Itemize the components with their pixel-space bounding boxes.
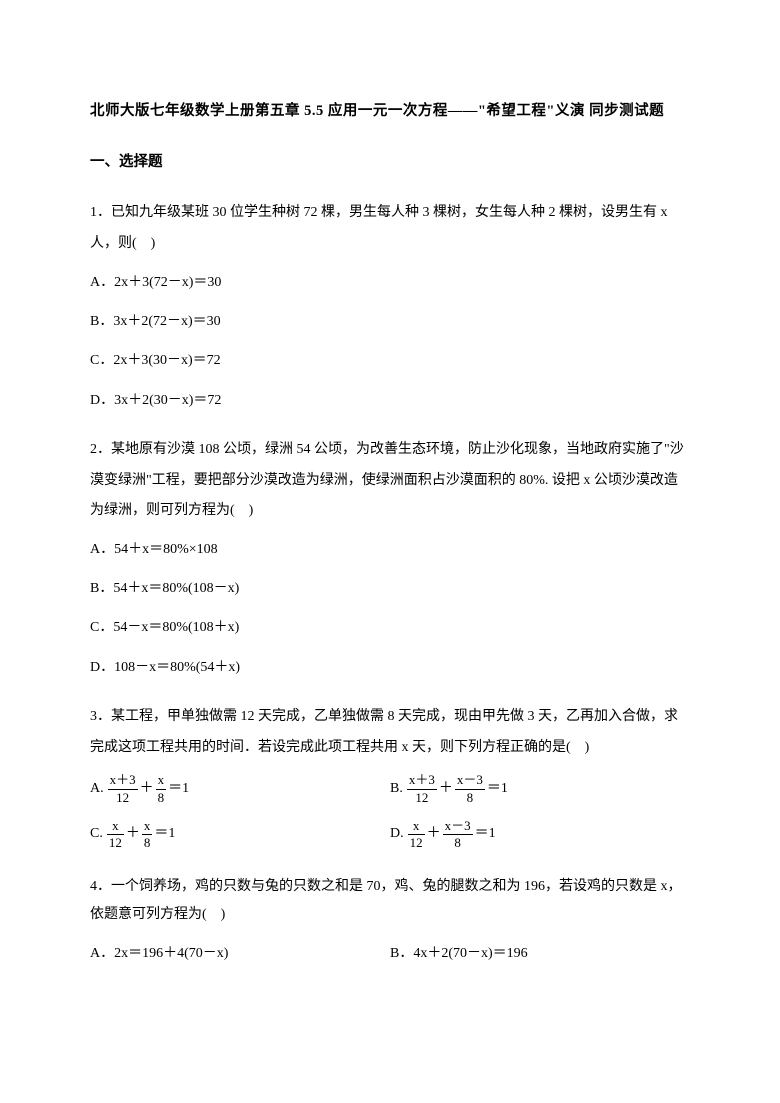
q1-option-d: D．3x＋2(30－x)＝72 xyxy=(90,388,690,413)
plus-sign: ＋ xyxy=(126,819,140,850)
question-4: 4．一个饲养场，鸡的只数与兔的只数之和是 70，鸡、兔的腿数之和为 196，若设… xyxy=(90,873,690,970)
q3a-label: A. xyxy=(90,774,104,805)
q3b-frac1: x＋3 12 xyxy=(407,773,437,805)
q3b-frac2: x－3 8 xyxy=(455,773,485,805)
q3-text: 3．某工程，甲单独做需 12 天完成，乙单独做需 8 天完成，现由甲先做 3 天… xyxy=(90,702,690,764)
q3-option-c: C. x 12 ＋ x 8 ＝1 xyxy=(90,819,390,851)
q2-option-b: B．54＋x＝80%(108－x) xyxy=(90,576,690,601)
q1-option-a: A．2x＋3(72－x)＝30 xyxy=(90,270,690,295)
q4-option-a: A．2x＝196＋4(70－x) xyxy=(90,939,390,970)
q2-text: 2．某地原有沙漠 108 公顷，绿洲 54 公顷，为改善生态环境，防止沙化现象，… xyxy=(90,435,690,527)
q3c-label: C. xyxy=(90,819,103,850)
q1-text: 1．已知九年级某班 30 位学生种树 72 棵，男生每人种 3 棵树，女生每人种… xyxy=(90,198,690,260)
q2-option-a: A．54＋x＝80%×108 xyxy=(90,537,690,562)
q3b-label: B. xyxy=(390,774,403,805)
q3c-frac2: x 8 xyxy=(142,819,153,851)
q3-option-d: D. x 12 ＋ x－3 8 ＝1 xyxy=(390,819,690,851)
q2-option-c: C．54－x＝80%(108＋x) xyxy=(90,615,690,640)
q3d-frac2: x－3 8 xyxy=(443,819,473,851)
q3-option-a: A. x＋3 12 ＋ x 8 ＝1 xyxy=(90,773,390,805)
question-3: 3．某工程，甲单独做需 12 天完成，乙单独做需 8 天完成，现由甲先做 3 天… xyxy=(90,702,690,851)
q1-option-c: C．2x＋3(30－x)＝72 xyxy=(90,348,690,373)
question-1: 1．已知九年级某班 30 位学生种树 72 棵，男生每人种 3 棵树，女生每人种… xyxy=(90,198,690,412)
q1-option-b: B．3x＋2(72－x)＝30 xyxy=(90,309,690,334)
q3a-frac2: x 8 xyxy=(156,773,167,805)
q3-option-b: B. x＋3 12 ＋ x－3 8 ＝1 xyxy=(390,773,690,805)
plus-sign: ＋ xyxy=(140,774,154,805)
section-heading-1: 一、选择题 xyxy=(90,151,690,174)
q3a-tail: ＝1 xyxy=(168,774,189,805)
q3a-frac1: x＋3 12 xyxy=(108,773,138,805)
q4-text: 4．一个饲养场，鸡的只数与兔的只数之和是 70，鸡、兔的腿数之和为 196，若设… xyxy=(90,873,690,929)
q3d-frac1: x 12 xyxy=(408,819,425,851)
plus-sign: ＋ xyxy=(439,774,453,805)
q3b-tail: ＝1 xyxy=(487,774,508,805)
q3c-frac1: x 12 xyxy=(107,819,124,851)
q4-option-b: B．4x＋2(70－x)＝196 xyxy=(390,939,690,970)
page-title: 北师大版七年级数学上册第五章 5.5 应用一元一次方程——"希望工程"义演 同步… xyxy=(90,100,690,123)
q3c-tail: ＝1 xyxy=(154,819,175,850)
question-2: 2．某地原有沙漠 108 公顷，绿洲 54 公顷，为改善生态环境，防止沙化现象，… xyxy=(90,435,690,680)
q3d-tail: ＝1 xyxy=(475,819,496,850)
plus-sign: ＋ xyxy=(427,819,441,850)
q2-option-d: D．108－x＝80%(54＋x) xyxy=(90,655,690,680)
q3d-label: D. xyxy=(390,819,404,850)
